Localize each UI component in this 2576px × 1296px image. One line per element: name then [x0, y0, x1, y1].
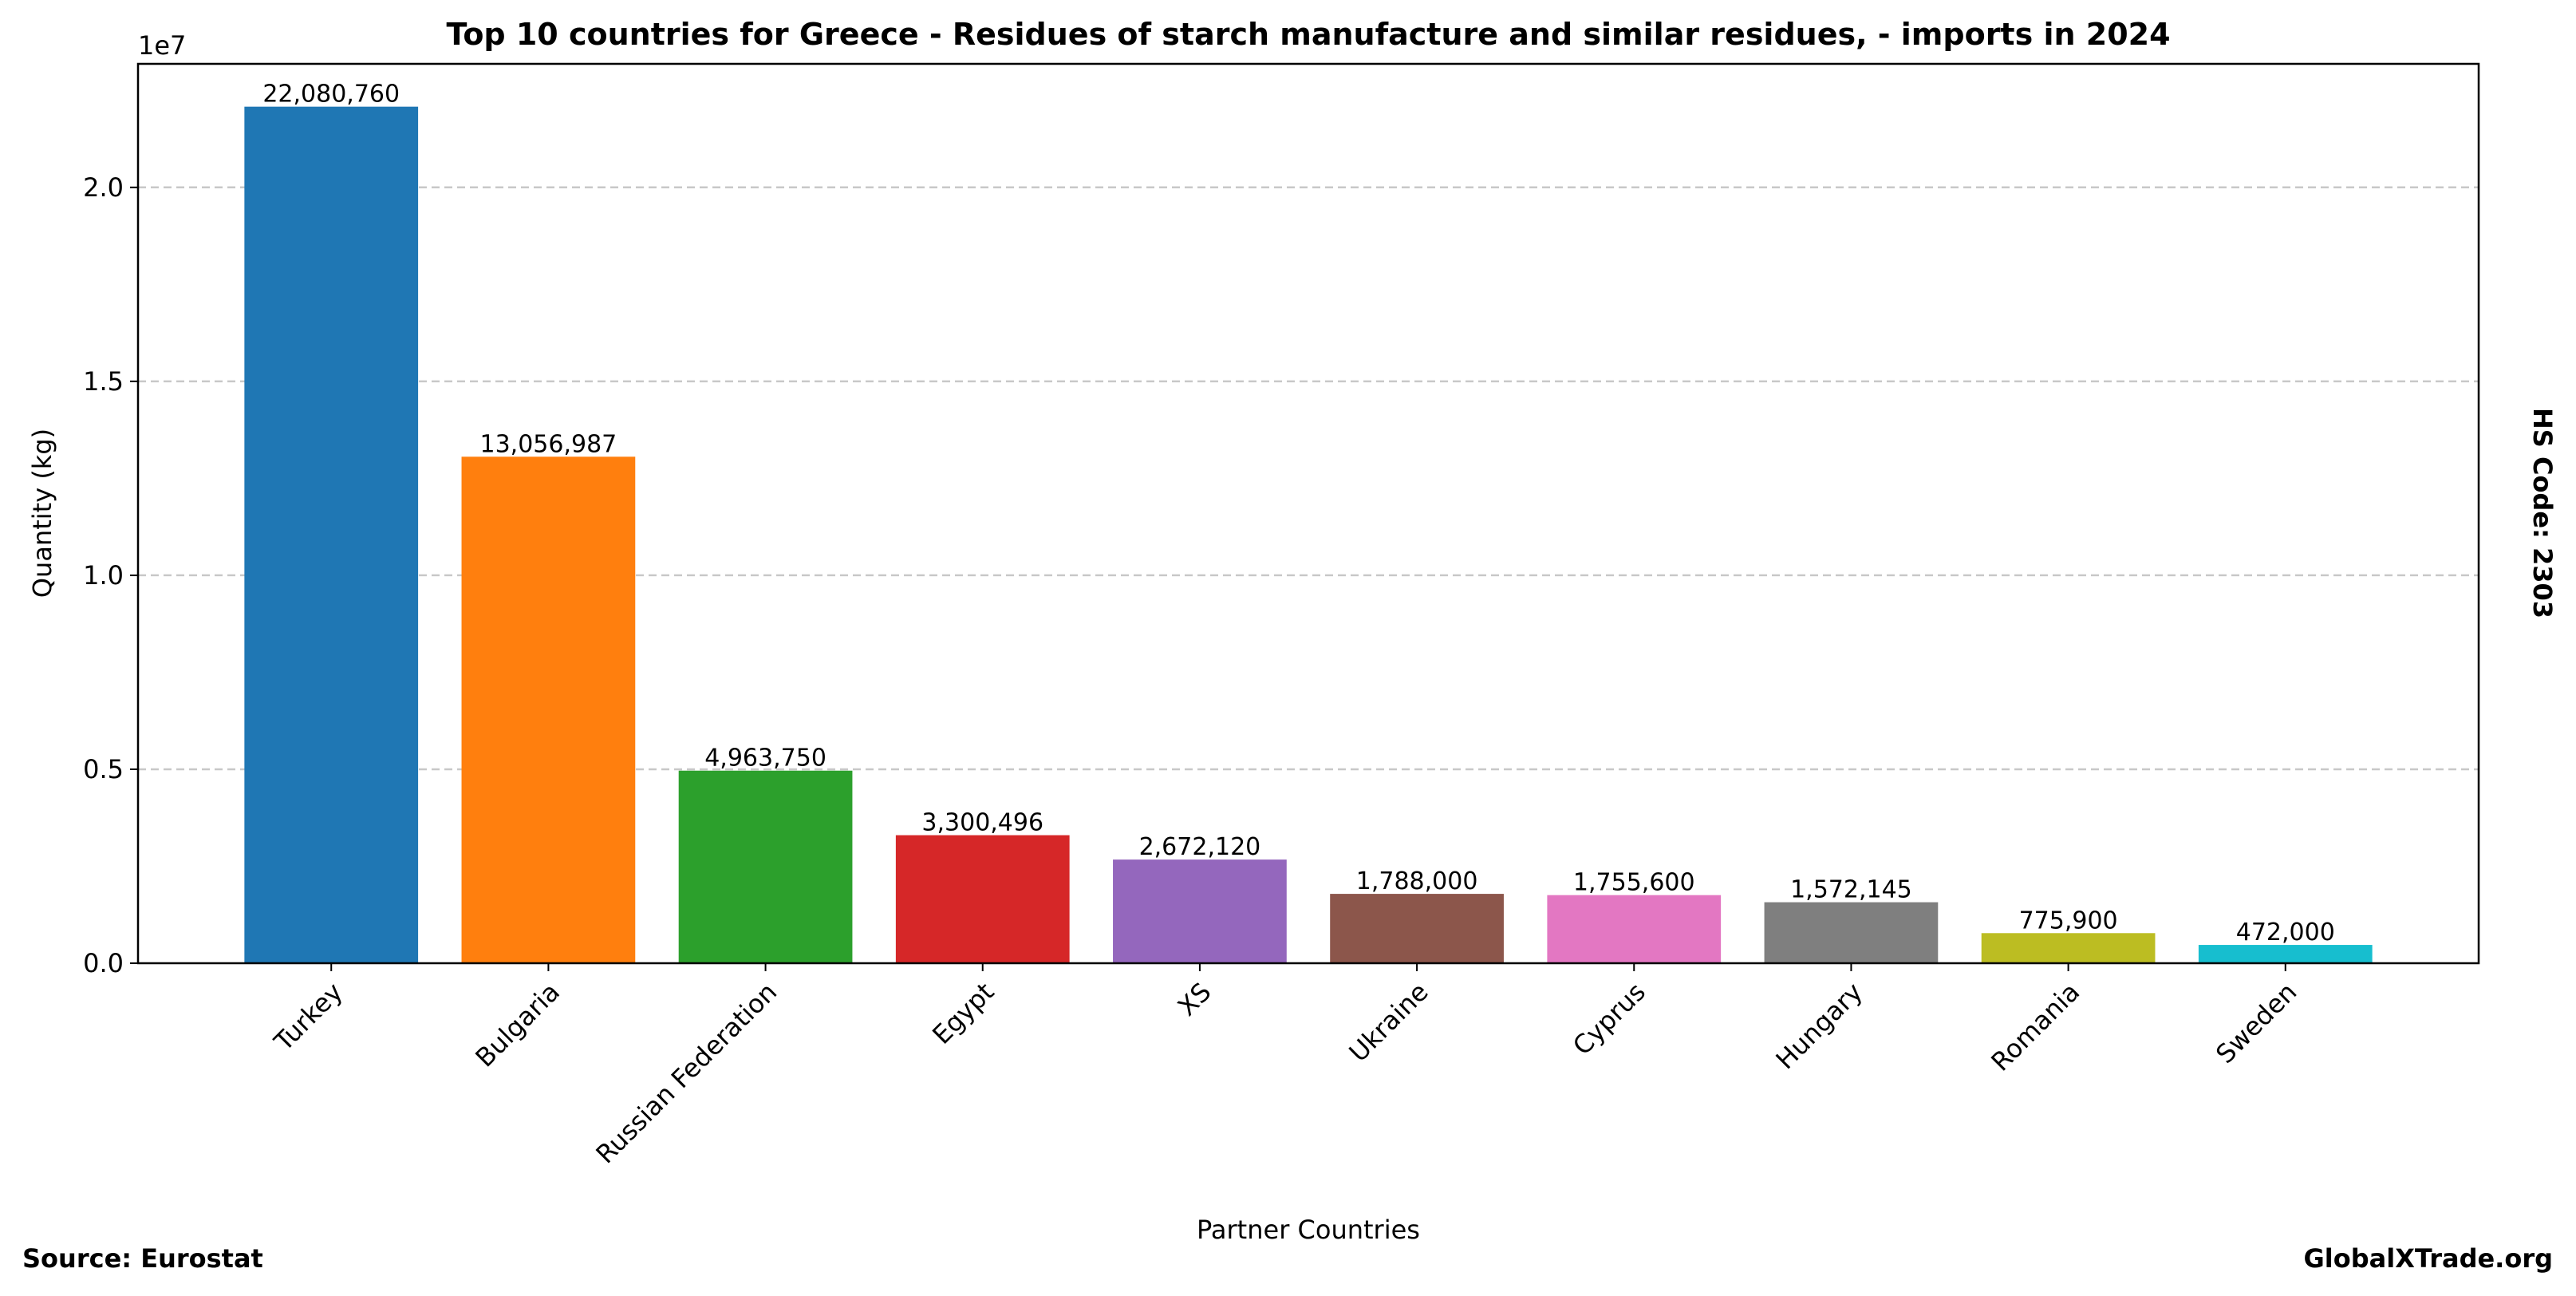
bar-value-label: 3,300,496 [921, 809, 1043, 837]
y-tick-label: 1.5 [83, 366, 124, 397]
x-axis-ticks: Turkey Bulgaria Russian Federation Egypt XS U… [268, 963, 2302, 1170]
bar-value-label: 775,900 [2019, 907, 2118, 934]
bar-egypt [895, 835, 1070, 963]
y-offset-label: 1e7 [138, 30, 186, 61]
hs-code-label: HS Code: 2303 [2527, 408, 2558, 618]
bar-value-label: 4,963,750 [704, 745, 826, 772]
bar-xs [1113, 859, 1287, 963]
bar-value-label: 1,788,000 [1356, 867, 1478, 895]
y-tick-label: 1.0 [83, 560, 124, 591]
bar-value-label: 472,000 [2236, 919, 2335, 946]
x-tick-label: Sweden [2210, 977, 2302, 1069]
bar-value-label: 1,755,600 [1573, 869, 1695, 897]
x-tick-label: Ukraine [1343, 977, 1434, 1068]
x-tick-label: Russian Federation [590, 977, 783, 1170]
bar-turkey [244, 106, 419, 964]
bar-value-label: 13,056,987 [480, 430, 617, 458]
y-axis-label: Quantity (kg) [27, 429, 57, 598]
bar-sweden [2198, 945, 2373, 963]
bars [244, 106, 2373, 964]
y-axis-ticks: 0.0 0.5 1.0 1.5 2.0 [83, 172, 138, 978]
bar-romania [1981, 933, 2156, 963]
bar-value-label: 22,080,760 [262, 81, 400, 109]
bar-cyprus [1547, 895, 1722, 963]
x-axis-label: Partner Countries [1197, 1215, 1420, 1245]
bar-value-label: 1,572,145 [1790, 876, 1912, 904]
x-tick-label: Bulgaria [469, 977, 566, 1073]
value-labels: 22,080,760 13,056,987 4,963,750 3,300,496 2,… [262, 81, 2334, 946]
x-tick-label: Hungary [1770, 977, 1868, 1075]
x-tick-label: Romania [1985, 977, 2085, 1077]
bar-ukraine [1330, 894, 1504, 963]
bar-value-label: 2,672,120 [1139, 833, 1261, 861]
bar-bulgaria [461, 456, 636, 963]
x-tick-label: Egypt [926, 977, 1000, 1050]
bar-russian-federation [678, 770, 853, 963]
bar-hungary [1764, 902, 1939, 963]
source-label: Source: Eurostat [22, 1243, 263, 1274]
x-tick-label: XS [1172, 977, 1217, 1022]
brand-label: GlobalXTrade.org [2304, 1243, 2553, 1274]
x-tick-label: Turkey [268, 977, 349, 1057]
y-tick-label: 0.0 [83, 948, 124, 978]
x-tick-label: Cyprus [1567, 977, 1651, 1061]
y-tick-label: 0.5 [83, 754, 124, 784]
y-tick-label: 2.0 [83, 172, 124, 203]
chart-title: Top 10 countries for Greece - Residues o… [446, 17, 2170, 52]
plot-frame [136, 62, 2480, 965]
